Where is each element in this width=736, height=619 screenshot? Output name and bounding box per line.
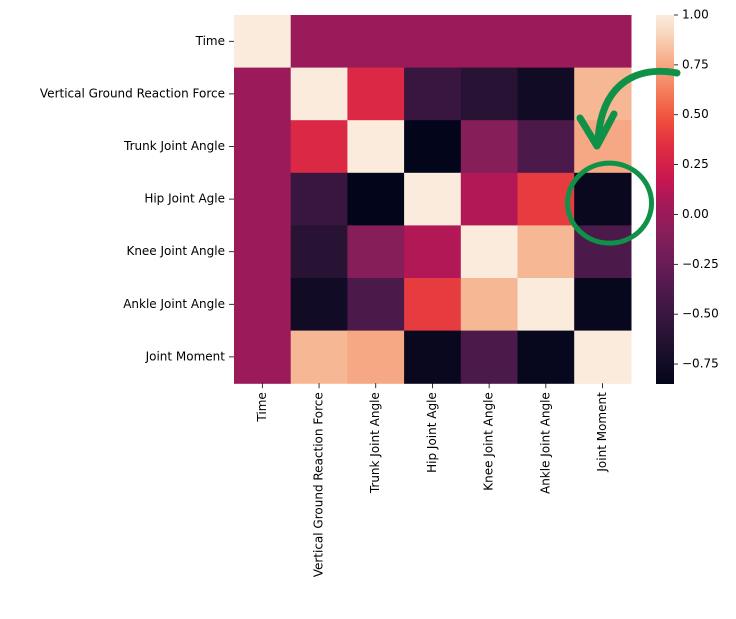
heatmap-cell xyxy=(517,15,575,69)
heatmap-cell xyxy=(517,278,575,332)
heatmap-cell xyxy=(347,67,405,121)
x-tick-label: Hip Joint Agle xyxy=(425,392,439,473)
x-tick-label: Time xyxy=(255,392,269,422)
x-tick-label: Knee Joint Angle xyxy=(482,392,496,491)
heatmap-cell xyxy=(290,67,348,121)
x-tick-label: Trunk Joint Angle xyxy=(368,392,382,494)
heatmap-cell xyxy=(234,67,292,121)
heatmap-cell xyxy=(574,278,632,332)
heatmap-cell xyxy=(290,278,348,332)
heatmap-cell xyxy=(404,172,462,226)
heatmap-cell xyxy=(347,172,405,226)
colorbar-tick-label: −0.50 xyxy=(682,307,719,321)
y-tick-label: Time xyxy=(195,34,225,48)
y-tick-label: Ankle Joint Angle xyxy=(123,297,225,311)
heatmap-cell xyxy=(347,225,405,279)
heatmap-cell xyxy=(347,120,405,174)
x-tick-label: Ankle Joint Angle xyxy=(538,392,552,494)
heatmap-cell xyxy=(404,120,462,174)
heatmap-cell xyxy=(290,225,348,279)
highlight-annotation xyxy=(565,67,681,246)
heatmap-cell xyxy=(460,120,519,174)
heatmap-cell xyxy=(347,278,405,332)
colorbar-tick-label: −0.25 xyxy=(682,257,719,271)
heatmap-cell xyxy=(290,172,348,226)
y-tick-label: Knee Joint Angle xyxy=(126,244,225,258)
heatmap-cell xyxy=(517,120,575,174)
highlight-circle xyxy=(565,160,655,246)
heatmap-cell xyxy=(404,225,462,279)
heatmap-cell xyxy=(460,225,519,279)
y-tick-labels: Time Vertical Ground Reaction Force Trunk … xyxy=(40,34,234,363)
heatmap-cell xyxy=(347,15,405,69)
heatmap-cell xyxy=(460,330,519,384)
heatmap-cell xyxy=(404,330,462,384)
heatmap-cell xyxy=(517,330,575,384)
annotation-arrow-head xyxy=(576,110,618,150)
colorbar-tick-label: 0.00 xyxy=(682,207,709,221)
heatmap-cell xyxy=(234,278,292,332)
heatmap-cell xyxy=(234,120,292,174)
colorbar-tick-label: 0.75 xyxy=(682,57,709,71)
heatmap-cell xyxy=(460,172,519,226)
heatmap-cell xyxy=(460,67,519,121)
heatmap-cell xyxy=(460,15,519,69)
heatmap-cell xyxy=(347,330,405,384)
heatmap-cell xyxy=(574,172,632,226)
colorbar-tick-label: 0.25 xyxy=(682,157,709,171)
heatmap-cell xyxy=(404,15,462,69)
heatmap-cell xyxy=(290,330,348,384)
heatmap-cell xyxy=(234,225,292,279)
heatmap-cell xyxy=(290,120,348,174)
colorbar-tick-label: 1.00 xyxy=(682,8,709,22)
colorbar-tick-label: −0.75 xyxy=(682,357,719,371)
y-tick-label: Joint Moment xyxy=(145,349,226,363)
heatmap-cell xyxy=(517,67,575,121)
x-tick-labels: Time Vertical Ground Reaction Force Trunk … xyxy=(255,383,609,577)
heatmap-cell xyxy=(460,278,519,332)
heatmap-cell xyxy=(234,330,292,384)
heatmap-cells xyxy=(234,15,632,384)
x-tick-label: Vertical Ground Reaction Force xyxy=(312,392,326,577)
colorbar-tick-label: 0.50 xyxy=(682,107,709,121)
annotation-arrow-shaft xyxy=(594,67,681,144)
heatmap-cell xyxy=(290,15,348,69)
y-tick-label: Vertical Ground Reaction Force xyxy=(40,86,225,100)
x-tick-label: Joint Moment xyxy=(595,392,609,473)
heatmap-cell xyxy=(234,172,292,226)
colorbar-ticks: 1.00 0.75 0.50 0.25 0.00 −0.25 −0.50 −0.75 xyxy=(674,8,719,371)
heatmap-cell xyxy=(517,225,575,279)
heatmap-cell xyxy=(234,15,292,69)
heatmap-cell xyxy=(404,278,462,332)
heatmap-cell xyxy=(404,67,462,121)
y-tick-label: Hip Joint Agle xyxy=(144,192,225,206)
y-tick-label: Trunk Joint Angle xyxy=(123,139,225,153)
heatmap-cell xyxy=(574,330,632,384)
heatmap-cell xyxy=(574,15,632,69)
colorbar xyxy=(656,15,674,384)
